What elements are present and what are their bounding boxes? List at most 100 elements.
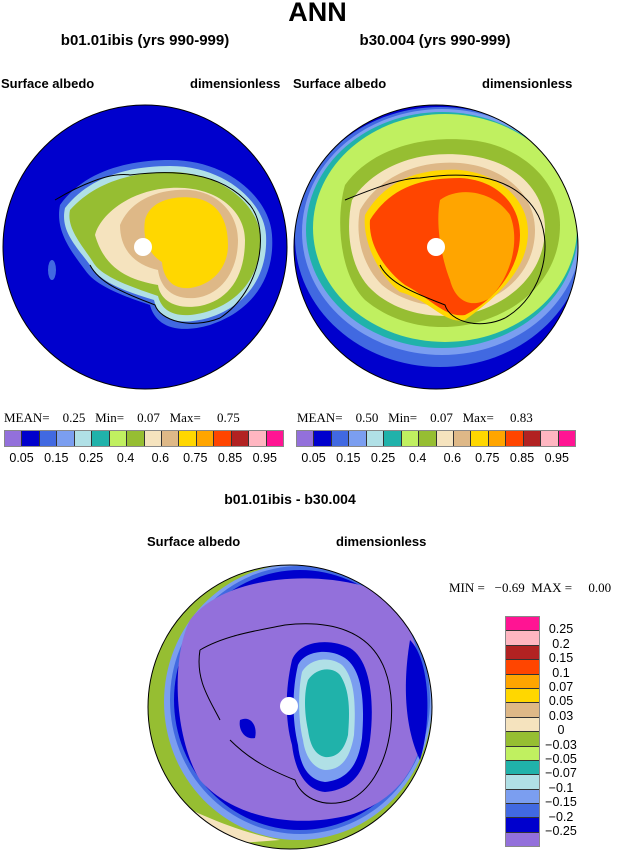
colorbar-tick-label: 0.25: [548, 622, 574, 637]
colorbar-box: [506, 732, 539, 747]
mean-label: MEAN=: [4, 410, 50, 425]
colorbar-box: [523, 431, 542, 446]
min-label: Min=: [388, 410, 418, 425]
colorbar-tick-label: 0: [557, 723, 565, 738]
colorbar-panel-1: [4, 430, 284, 447]
colorbar-box: [506, 804, 539, 819]
panel-1-units-label: dimensionless: [190, 76, 281, 91]
colorbar-box: [506, 760, 539, 776]
colorbar-tick-label: 0.03: [548, 708, 574, 723]
panel-1-variable-label: Surface albedo: [1, 76, 95, 91]
panel-2-stats: MEAN= 0.50 Min= 0.07 Max= 0.83: [297, 410, 533, 426]
colorbar-box: [436, 431, 454, 446]
colorbar-box: [196, 431, 215, 446]
colorbar-box: [506, 645, 539, 661]
colorbar-box: [506, 832, 539, 847]
colorbar-box: [5, 431, 23, 446]
max-label: Max=: [462, 410, 494, 425]
colorbar-box: [506, 717, 539, 733]
colorbar-box: [161, 431, 180, 446]
colorbar-box: [506, 818, 539, 833]
colorbar-tick-label: −0.05: [545, 752, 577, 766]
colorbar-box: [366, 431, 385, 446]
pole-marker-1: [134, 238, 152, 256]
map-panel-1: [3, 105, 287, 389]
colorbar-tick-label: 0.75: [475, 451, 500, 465]
mean-label: MEAN=: [297, 410, 343, 425]
colorbar-box: [127, 431, 145, 446]
colorbar-box: [506, 660, 539, 675]
colorbar-box: [506, 775, 539, 790]
colorbar-box: [488, 431, 507, 446]
colorbar-tick-label: 0.15: [44, 451, 69, 465]
max-label: Max=: [169, 410, 201, 425]
colorbar-box: [92, 431, 110, 446]
colorbar-box: [231, 431, 250, 446]
colorbar-box: [506, 789, 539, 805]
colorbar-box: [39, 431, 58, 446]
colorbar-tick-label: 0.6: [151, 451, 170, 465]
difference-title: b01.01ibis - b30.004: [224, 491, 356, 507]
colorbar-tick-label: −0.2: [548, 809, 574, 824]
panel-2-title: b30.004 (yrs 990-999): [359, 32, 511, 49]
colorbar-box: [506, 631, 539, 646]
colorbar-tick-label: 0.6: [443, 451, 462, 465]
min-label: Min=: [95, 410, 125, 425]
colorbar-box: [349, 431, 367, 446]
colorbar-box: [144, 431, 162, 446]
colorbar-box: [314, 431, 332, 446]
colorbar-tick-label: 0.15: [548, 651, 574, 666]
difference-variable-label: Surface albedo: [147, 534, 241, 549]
colorbar-box: [506, 688, 539, 704]
colorbar-box: [297, 431, 315, 446]
colorbar-tick-label: 0.95: [252, 451, 277, 465]
colorbar-tick-label: 0.95: [544, 451, 569, 465]
colorbar-tick-label: 0.25: [370, 451, 396, 465]
colorbar-box: [74, 431, 93, 446]
map-difference: [148, 565, 432, 849]
colorbar-tick-label: 0.4: [408, 451, 427, 465]
colorbar-box: [266, 431, 283, 446]
colorbar-box: [401, 431, 420, 446]
colorbar-box: [384, 431, 402, 446]
map-panel-2: [294, 105, 578, 389]
colorbar-tick-label: 0.05: [548, 694, 574, 709]
colorbar-tick-label: 0.2: [552, 636, 570, 651]
max-value: 0.75: [217, 410, 240, 425]
colorbar-box: [22, 431, 40, 446]
pole-marker-3: [280, 697, 298, 715]
colorbar-tick-label: −0.1: [548, 780, 574, 795]
colorbar-box: [506, 674, 539, 689]
colorbar-tick-label: 0.15: [336, 451, 361, 465]
colorbar-tick-label: −0.03: [545, 737, 577, 752]
page-title: ANN: [288, 0, 347, 27]
colorbar-box: [419, 431, 437, 446]
max-label: MAX =: [531, 580, 573, 595]
colorbar-tick-label: −0.25: [545, 824, 577, 838]
colorbar-box: [506, 617, 539, 632]
colorbar-box: [214, 431, 232, 446]
colorbar-tick-label: 0.4: [116, 451, 135, 465]
colorbar-box: [506, 431, 524, 446]
colorbar-tick-label: 0.85: [217, 451, 243, 465]
colorbar-box: [179, 431, 197, 446]
max-value: 0.83: [510, 410, 533, 425]
colorbar-tick-label: 0.05: [301, 451, 326, 465]
colorbar-tick-label: 0.07: [548, 680, 574, 694]
colorbar-tick-label: 0.25: [78, 451, 104, 465]
colorbar-tick-label: −0.15: [545, 795, 577, 810]
panel-2-variable-label: Surface albedo: [293, 76, 387, 91]
colorbar-tick-label: 0.05: [9, 451, 34, 465]
colorbar-box: [558, 431, 575, 446]
panel-1-title: b01.01ibis (yrs 990-999): [60, 32, 230, 49]
colorbar-box: [453, 431, 472, 446]
difference-stats: MIN = −0.69 MAX = 0.00: [449, 580, 611, 596]
colorbar-box: [506, 746, 539, 761]
colorbar-box: [249, 431, 267, 446]
colorbar-box: [109, 431, 128, 446]
min-value: −0.69: [494, 580, 525, 595]
min-value: 0.07: [430, 410, 453, 425]
min-label: MIN =: [449, 580, 485, 595]
colorbar-box: [57, 431, 75, 446]
